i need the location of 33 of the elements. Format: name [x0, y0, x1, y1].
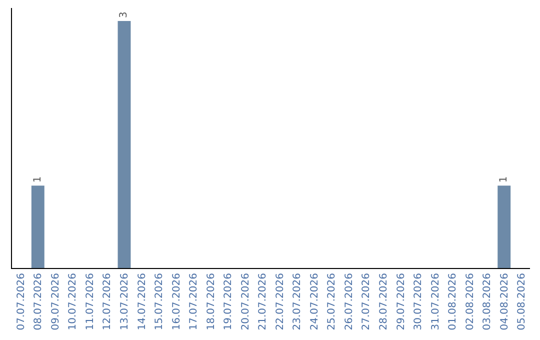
x-tick-label: 28.07.2026: [378, 273, 390, 330]
x-tick-label: 20.07.2026: [240, 273, 252, 330]
x-tick-label: 04.08.2026: [499, 273, 510, 330]
x-tick-label: 03.08.2026: [482, 273, 494, 330]
x-tick-label: 29.07.2026: [396, 273, 407, 330]
x-tick-label: 24.07.2026: [309, 273, 320, 330]
x-tick-label: 25.07.2026: [326, 273, 338, 330]
x-tick-label: 09.07.2026: [50, 273, 62, 330]
x-tick-label: 14.07.2026: [136, 273, 148, 330]
x-tick-label: 19.07.2026: [223, 273, 234, 330]
x-tick-label: 17.07.2026: [188, 273, 200, 330]
x-tick-label: 21.07.2026: [258, 273, 269, 330]
x-tick-label: 30.07.2026: [413, 273, 424, 330]
data-label: 3: [118, 12, 130, 18]
x-tick-label: 26.07.2026: [344, 273, 355, 330]
x-tick-label: 05.08.2026: [516, 273, 528, 330]
x-tick-label: 27.07.2026: [361, 273, 372, 330]
x-tick-label: 15.07.2026: [154, 273, 166, 330]
x-tick-label: 08.07.2026: [33, 273, 44, 330]
x-tick-label: 18.07.2026: [206, 273, 217, 330]
x-tick-label: 11.07.2026: [84, 273, 96, 330]
x-tick-label: 31.07.2026: [430, 273, 442, 330]
x-tick-label: 02.08.2026: [464, 273, 476, 330]
x-tick-label: 01.08.2026: [448, 273, 459, 330]
data-label: 1: [32, 176, 44, 183]
data-label: 1: [498, 176, 510, 183]
x-tick-label: 22.07.2026: [274, 273, 286, 330]
x-tick-label: 13.07.2026: [119, 273, 130, 330]
x-tick-label: 10.07.2026: [68, 273, 79, 330]
x-tick-label: 16.07.2026: [171, 273, 182, 330]
x-tick-label: 12.07.2026: [102, 273, 114, 330]
x-tick-label: 07.07.2026: [16, 273, 27, 330]
x-tick-label: 23.07.2026: [292, 273, 304, 330]
